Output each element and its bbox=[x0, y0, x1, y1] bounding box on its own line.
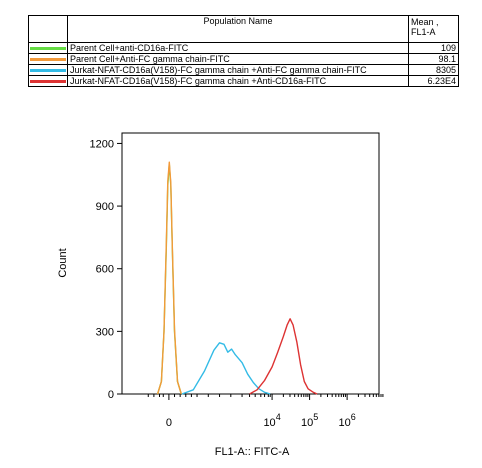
legend-row: Parent Cell+Anti-FC gamma chain-FITC 98.… bbox=[28, 53, 459, 65]
y-axis-ticks: 0 300 600 900 1200 bbox=[90, 138, 122, 401]
legend-swatch-red bbox=[30, 79, 66, 83]
histogram-series-line bbox=[156, 161, 182, 395]
y-tick-label: 1200 bbox=[90, 138, 114, 150]
x-axis-label: FL1-A:: FITC-A bbox=[215, 446, 290, 458]
legend-swatch-blue bbox=[30, 68, 66, 72]
legend-mean-header-line2: FL1-A bbox=[411, 27, 436, 37]
x-tick-label: 106 bbox=[338, 412, 355, 429]
plot-frame bbox=[121, 132, 380, 395]
x-tick-label: 104 bbox=[263, 412, 280, 429]
y-axis-label: Count bbox=[57, 248, 69, 277]
y-tick-label: 0 bbox=[108, 389, 114, 401]
x-axis-ticks: 0 104 105 106 bbox=[147, 394, 384, 429]
legend-mean-value: 6.23E4 bbox=[408, 75, 459, 87]
y-tick-label: 600 bbox=[96, 264, 114, 276]
x-tick-label: 0 bbox=[166, 417, 172, 429]
legend-mean-header: Mean , FL1-A bbox=[408, 15, 459, 43]
legend-row: Jurkat-NFAT-CD16a(V158)-FC gamma chain +… bbox=[28, 64, 459, 76]
series-layer bbox=[156, 161, 318, 395]
y-tick-label: 300 bbox=[96, 326, 114, 338]
histogram-series-line bbox=[249, 318, 318, 395]
legend-swatch-green bbox=[30, 46, 66, 50]
histogram-series-line bbox=[181, 342, 271, 395]
legend-mean-header-line1: Mean , bbox=[411, 17, 439, 27]
legend-table: Population Name Mean , FL1-A Parent Cell… bbox=[28, 15, 459, 87]
x-tick-label: 105 bbox=[301, 412, 318, 429]
histogram-series-line bbox=[156, 163, 182, 395]
legend-row: Jurkat-NFAT-CD16a(V158)-FC gamma chain +… bbox=[28, 75, 459, 87]
y-tick-label: 900 bbox=[96, 201, 114, 213]
legend-swatch-orange bbox=[30, 57, 66, 61]
